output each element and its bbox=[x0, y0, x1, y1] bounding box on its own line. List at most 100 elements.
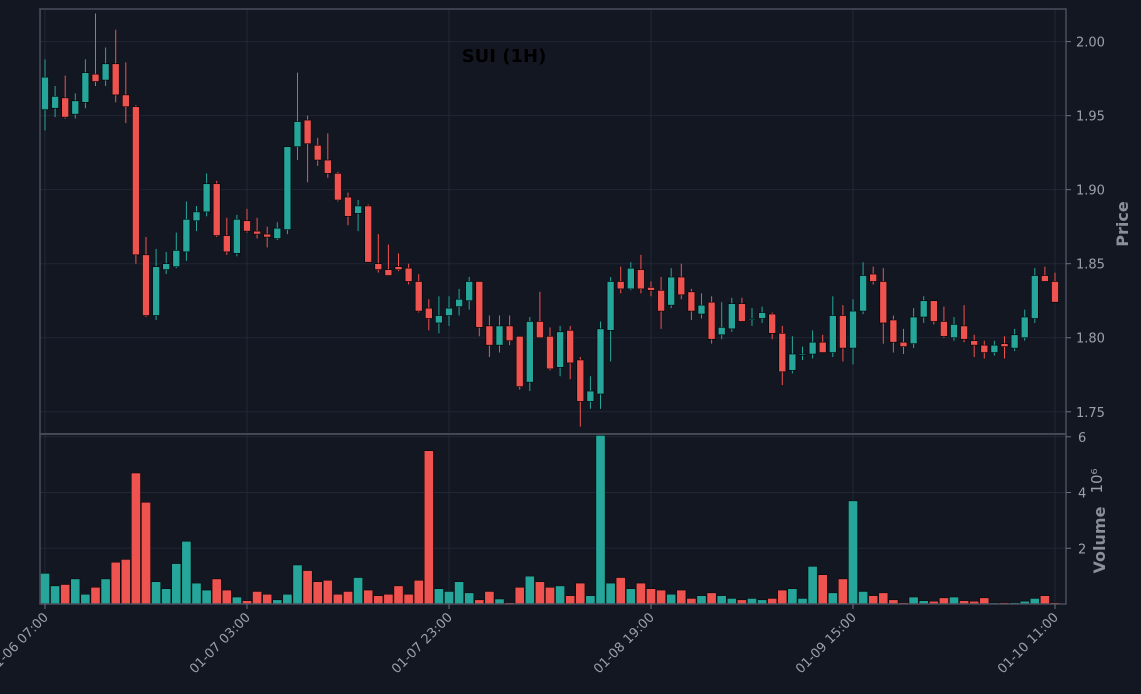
volume-bar bbox=[716, 595, 727, 605]
volume-bar bbox=[686, 598, 697, 605]
volume-bar bbox=[555, 585, 565, 605]
volume-bar bbox=[858, 591, 868, 605]
candle bbox=[556, 325, 564, 377]
candle bbox=[182, 201, 191, 261]
candle bbox=[586, 376, 595, 409]
candle bbox=[455, 288, 463, 316]
candle bbox=[61, 75, 70, 119]
volume-bar bbox=[565, 595, 576, 605]
candle-body-down bbox=[929, 300, 938, 322]
candle-body-up bbox=[182, 218, 191, 253]
candle-body-up bbox=[626, 267, 635, 290]
candle-body-down bbox=[879, 281, 888, 324]
candle-body-up bbox=[758, 312, 766, 319]
volume-bar bbox=[110, 561, 121, 605]
candle bbox=[778, 325, 787, 386]
candle-body-up bbox=[586, 390, 595, 402]
volume-bar bbox=[868, 595, 879, 605]
volume-bar bbox=[423, 450, 434, 605]
volume-bar bbox=[656, 589, 666, 605]
candle bbox=[51, 86, 59, 118]
candle-body-up bbox=[727, 303, 736, 330]
volume-bar bbox=[191, 582, 202, 605]
candle-body-up bbox=[798, 353, 807, 356]
volume-bar bbox=[90, 587, 101, 605]
candle bbox=[394, 253, 403, 272]
candle bbox=[667, 268, 676, 309]
volume-bar bbox=[696, 595, 707, 605]
candle bbox=[950, 317, 958, 341]
candle-body-down bbox=[303, 119, 312, 145]
candle-body-down bbox=[313, 144, 322, 161]
candle bbox=[879, 268, 888, 344]
candle-body-up bbox=[202, 183, 211, 213]
candle-body-down bbox=[334, 173, 342, 201]
candle bbox=[313, 137, 322, 166]
price-tick-label: 1.90 bbox=[1076, 184, 1105, 199]
candle-body-up bbox=[152, 266, 160, 316]
candle bbox=[465, 277, 474, 310]
candle bbox=[940, 306, 948, 338]
volume-bar bbox=[535, 581, 545, 605]
candle-body-down bbox=[344, 196, 352, 217]
candle-body-up bbox=[717, 327, 726, 336]
volume-bar bbox=[282, 593, 293, 605]
volume-bar bbox=[151, 581, 161, 605]
volume-bar bbox=[201, 589, 212, 605]
candle bbox=[566, 325, 575, 380]
candle bbox=[536, 291, 544, 339]
candle-body-down bbox=[404, 267, 413, 282]
candle-body-down bbox=[475, 281, 484, 328]
candle-body-up bbox=[828, 315, 837, 353]
candle-body-up bbox=[667, 276, 676, 306]
price-axis-title: Price bbox=[1113, 201, 1132, 247]
candle bbox=[525, 317, 534, 392]
candle bbox=[495, 315, 504, 353]
candle-body-down bbox=[738, 303, 746, 322]
candle bbox=[122, 62, 130, 124]
candle-body-down bbox=[546, 335, 554, 370]
volume-bar bbox=[706, 592, 717, 605]
candle-body-up bbox=[909, 316, 918, 344]
candle-body-down bbox=[253, 230, 261, 235]
candle-body-down bbox=[818, 341, 827, 353]
volume-bar bbox=[262, 593, 273, 605]
volume-bar bbox=[514, 587, 525, 605]
volume-bar bbox=[383, 593, 394, 605]
candle-body-down bbox=[657, 290, 665, 312]
chart-title: SUI (1H) bbox=[462, 46, 547, 67]
candle bbox=[505, 315, 514, 346]
volume-bar bbox=[817, 574, 828, 605]
volume-bar bbox=[939, 597, 949, 605]
volume-bar bbox=[848, 500, 858, 605]
candle-body-down bbox=[515, 335, 524, 387]
volume-bar bbox=[666, 593, 677, 605]
candle bbox=[152, 248, 160, 320]
volume-panel-frame bbox=[39, 433, 1067, 605]
candle-body-up bbox=[596, 328, 605, 395]
candle-body-down bbox=[616, 281, 625, 290]
volume-bar bbox=[575, 582, 586, 605]
candle bbox=[889, 315, 898, 353]
candle bbox=[243, 208, 251, 233]
candle bbox=[727, 297, 736, 332]
candle-body-down bbox=[394, 266, 403, 270]
candle bbox=[111, 29, 120, 103]
candle bbox=[960, 305, 968, 343]
candle bbox=[970, 334, 979, 357]
candle-body-up bbox=[950, 324, 958, 339]
volume-bar bbox=[353, 577, 363, 605]
candle-body-up bbox=[41, 76, 49, 110]
volume-axis-title: Volume bbox=[1090, 506, 1109, 573]
candle-body-up bbox=[495, 325, 504, 346]
candle bbox=[859, 262, 867, 315]
candle-body-up bbox=[1020, 316, 1029, 339]
price-tick-label: 1.75 bbox=[1076, 406, 1105, 421]
candle-body-down bbox=[364, 205, 373, 263]
candle bbox=[293, 72, 302, 161]
candle-body-up bbox=[283, 146, 292, 230]
volume-bar bbox=[625, 588, 636, 605]
volume-bar bbox=[726, 598, 737, 605]
candle bbox=[273, 222, 282, 241]
